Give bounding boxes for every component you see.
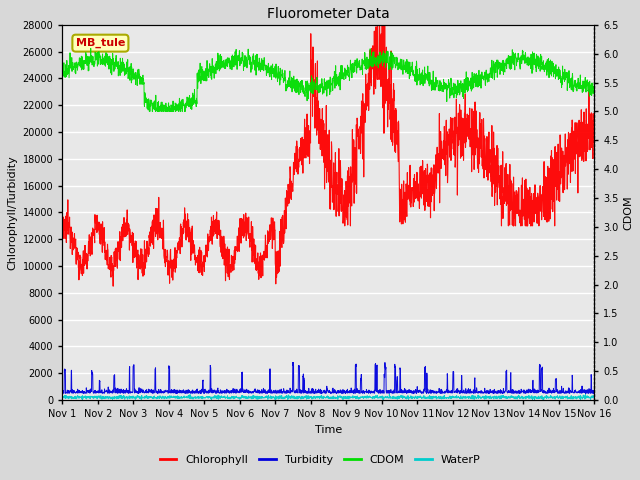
X-axis label: Time: Time	[315, 425, 342, 435]
Legend: Chlorophyll, Turbidity, CDOM, WaterP: Chlorophyll, Turbidity, CDOM, WaterP	[155, 451, 485, 469]
Title: Fluorometer Data: Fluorometer Data	[267, 7, 390, 21]
Y-axis label: CDOM: CDOM	[623, 195, 633, 230]
Text: MB_tule: MB_tule	[76, 38, 125, 48]
Y-axis label: Chlorophyll/Turbidity: Chlorophyll/Turbidity	[7, 155, 17, 270]
